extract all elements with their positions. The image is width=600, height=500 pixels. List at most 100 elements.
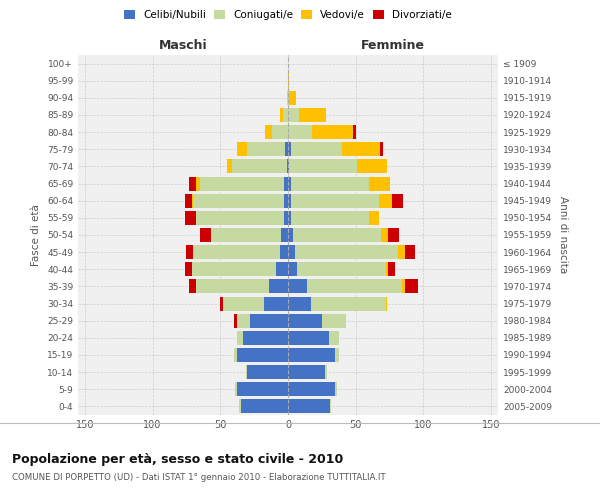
Bar	[335, 348, 340, 362]
Bar	[232, 160, 287, 173]
Bar	[330, 400, 331, 413]
Bar	[288, 400, 330, 413]
Bar	[284, 194, 288, 207]
Bar	[185, 211, 196, 225]
Bar	[289, 160, 357, 173]
Text: Femmine: Femmine	[361, 38, 425, 52]
Bar	[288, 194, 291, 207]
Bar	[382, 228, 388, 242]
Bar	[223, 296, 263, 310]
Bar	[243, 331, 288, 345]
Bar	[280, 245, 288, 259]
Bar	[298, 262, 386, 276]
Bar	[200, 228, 211, 242]
Bar	[239, 400, 241, 413]
Bar	[196, 211, 284, 225]
Bar	[353, 125, 356, 139]
Bar	[288, 296, 311, 310]
Bar	[295, 245, 398, 259]
Bar	[357, 160, 387, 173]
Bar	[185, 194, 192, 207]
Text: Popolazione per età, sesso e stato civile - 2010: Popolazione per età, sesso e stato civil…	[12, 452, 343, 466]
Bar	[288, 228, 293, 242]
Bar	[241, 400, 288, 413]
Bar	[287, 91, 288, 105]
Bar	[288, 331, 329, 345]
Bar	[369, 211, 379, 225]
Bar	[335, 382, 337, 396]
Bar	[189, 176, 196, 190]
Bar	[276, 262, 288, 276]
Bar	[211, 228, 281, 242]
Bar	[288, 280, 307, 293]
Bar	[236, 382, 288, 396]
Bar	[398, 245, 404, 259]
Bar	[299, 108, 326, 122]
Bar	[288, 91, 289, 105]
Bar	[284, 176, 288, 190]
Bar	[307, 280, 402, 293]
Bar	[220, 296, 223, 310]
Bar	[386, 262, 388, 276]
Bar	[291, 176, 369, 190]
Bar	[196, 176, 200, 190]
Bar	[380, 142, 383, 156]
Bar	[234, 348, 236, 362]
Bar	[263, 296, 288, 310]
Bar	[192, 194, 193, 207]
Text: COMUNE DI PORPETTO (UD) - Dati ISTAT 1° gennaio 2010 - Elaborazione TUTTITALIA.I: COMUNE DI PORPETTO (UD) - Dati ISTAT 1° …	[12, 472, 386, 482]
Bar	[288, 365, 325, 379]
Bar	[193, 194, 284, 207]
Bar	[288, 262, 298, 276]
Bar	[236, 142, 247, 156]
Legend: Celibi/Nubili, Coniugati/e, Vedovi/e, Divorziati/e: Celibi/Nubili, Coniugati/e, Vedovi/e, Di…	[124, 10, 452, 20]
Bar	[402, 280, 404, 293]
Y-axis label: Fasce di età: Fasce di età	[31, 204, 41, 266]
Bar	[283, 108, 288, 122]
Bar	[379, 194, 392, 207]
Bar	[288, 125, 313, 139]
Y-axis label: Anni di nascita: Anni di nascita	[557, 196, 568, 274]
Bar	[236, 314, 250, 328]
Bar	[265, 125, 272, 139]
Bar	[187, 245, 193, 259]
Bar	[388, 228, 399, 242]
Bar	[250, 314, 288, 328]
Bar	[189, 280, 196, 293]
Text: Maschi: Maschi	[158, 38, 208, 52]
Bar	[386, 296, 387, 310]
Bar	[236, 331, 243, 345]
Bar	[288, 211, 291, 225]
Bar	[369, 176, 389, 190]
Bar	[291, 142, 342, 156]
Bar	[288, 74, 289, 88]
Bar	[227, 160, 232, 173]
Bar	[329, 331, 340, 345]
Bar	[311, 296, 386, 310]
Bar	[404, 245, 415, 259]
Bar	[285, 142, 288, 156]
Bar	[272, 125, 288, 139]
Bar	[284, 211, 288, 225]
Bar	[247, 365, 288, 379]
Bar	[293, 228, 382, 242]
Bar	[288, 314, 322, 328]
Bar	[288, 245, 295, 259]
Bar	[288, 348, 335, 362]
Bar	[388, 262, 395, 276]
Bar	[322, 314, 346, 328]
Bar	[288, 142, 291, 156]
Bar	[185, 262, 192, 276]
Bar	[280, 108, 283, 122]
Bar	[269, 280, 288, 293]
Bar	[288, 160, 289, 173]
Bar	[236, 348, 288, 362]
Bar	[404, 280, 418, 293]
Bar	[288, 108, 299, 122]
Bar	[235, 382, 236, 396]
Bar	[247, 142, 285, 156]
Bar	[288, 176, 291, 190]
Bar	[291, 194, 379, 207]
Bar	[196, 280, 269, 293]
Bar	[289, 91, 296, 105]
